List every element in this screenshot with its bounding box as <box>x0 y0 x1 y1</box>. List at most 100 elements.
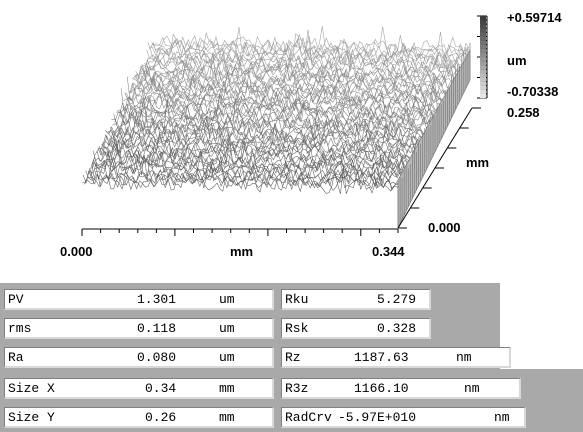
stat-size-x-value: 0.34 <box>145 381 177 396</box>
stat-radcrv-value: -5.97E+010 <box>338 410 417 425</box>
stat-rku-field: Rku 5.279 <box>281 289 431 310</box>
z-scale-swatch <box>480 44 486 49</box>
mesh-line <box>96 139 413 165</box>
z-scale-swatch <box>480 36 486 41</box>
mesh-line <box>95 141 412 169</box>
mesh-line <box>129 71 446 102</box>
stat-ra-name: Ra <box>8 350 24 365</box>
z-scale-swatch <box>480 48 486 53</box>
mesh-line <box>147 35 465 67</box>
z-scale-swatch <box>480 73 486 78</box>
mesh-line <box>153 35 471 56</box>
stat-pv-field: PV 1.301 um <box>4 289 274 310</box>
z-unit-label: um <box>507 53 527 68</box>
side-wall-lines <box>397 42 471 228</box>
stat-radcrv-field: RadCrv -5.97E+010 nm <box>281 407 526 428</box>
stat-size-y-unit: mm <box>219 410 235 425</box>
stat-radcrv-name: RadCrv <box>285 410 332 425</box>
stat-ra-unit: um <box>219 350 235 365</box>
stat-rku-value: 5.279 <box>377 292 417 307</box>
mesh-line <box>92 139 410 172</box>
z-scale-swatch <box>480 65 486 70</box>
stat-size-x-name: Size X <box>8 381 55 396</box>
stat-r3z-name: R3z <box>285 381 309 396</box>
x-axis <box>81 228 399 236</box>
mesh-line <box>137 52 455 86</box>
z-scale-swatch <box>480 57 486 62</box>
stat-rsk-name: Rsk <box>285 321 309 336</box>
surface-3d-plot: +0.59714 um -0.70338 0.258 mm 0.000 0.00… <box>60 10 562 259</box>
mesh-line <box>124 85 441 112</box>
statistics-panel: PV 1.301 um rms 0.118 um Ra 0.080 um Siz… <box>0 283 583 432</box>
y-max-label: 0.258 <box>507 105 540 120</box>
z-scale-swatch <box>480 77 486 82</box>
stat-rsk-value: 0.328 <box>377 321 417 336</box>
mesh-line <box>111 118 428 139</box>
mesh-line <box>86 150 403 186</box>
z-min-label: -0.70338 <box>507 84 558 99</box>
stat-ra-value: 0.080 <box>137 350 177 365</box>
z-scale-swatch <box>480 28 486 33</box>
mesh-line <box>131 69 449 98</box>
mesh-line <box>106 115 423 148</box>
mesh-line <box>120 88 438 119</box>
stat-rz-field: Rz 1187.63 nm <box>281 347 511 368</box>
mesh-line <box>119 98 436 121</box>
stat-size-y-name: Size Y <box>8 410 55 425</box>
mesh-line <box>141 54 459 79</box>
mesh-line <box>139 64 456 83</box>
mesh-line <box>152 26 470 58</box>
stat-pv-unit: um <box>219 292 235 307</box>
x-max-label: 0.344 <box>372 244 405 259</box>
stat-radcrv-unit: nm <box>494 410 510 425</box>
mesh-line <box>135 62 452 90</box>
mesh-line <box>103 124 421 152</box>
z-scale-swatch <box>480 24 486 29</box>
y-axis <box>397 107 481 229</box>
mesh-line <box>89 152 406 181</box>
x-unit-label: mm <box>230 244 253 259</box>
stat-r3z-field: R3z 1166.10 nm <box>281 378 521 399</box>
z-scale-swatch <box>480 52 486 58</box>
z-scale-swatch <box>480 81 486 86</box>
z-scale-swatch <box>480 20 486 25</box>
stat-rku-name: Rku <box>285 292 309 307</box>
y-min-label: 0.000 <box>428 220 461 235</box>
z-scale-bar <box>477 15 488 99</box>
stat-rz-value: 1187.63 <box>354 350 409 365</box>
surface-mesh <box>81 26 471 194</box>
mesh-line <box>82 163 400 192</box>
stat-size-y-value: 0.26 <box>145 410 177 425</box>
stat-rms-field: rms 0.118 um <box>4 318 274 339</box>
stat-rsk-field: Rsk 0.328 <box>281 318 431 339</box>
mesh-line <box>151 32 468 60</box>
stat-rz-unit: nm <box>456 350 472 365</box>
stat-rms-unit: um <box>219 321 235 336</box>
mesh-line <box>118 95 435 124</box>
z-scale-swatch <box>480 89 486 94</box>
mesh-line <box>85 156 402 188</box>
stat-size-y-field: Size Y 0.26 mm <box>4 407 274 428</box>
stat-pv-name: PV <box>8 292 24 307</box>
z-scale-swatch <box>480 61 486 66</box>
stat-ra-field: Ra 0.080 um <box>4 347 274 368</box>
z-scale-swatch <box>480 32 486 37</box>
z-max-label: +0.59714 <box>507 10 562 25</box>
mesh-line <box>142 49 460 77</box>
stat-size-x-field: Size X 0.34 mm <box>4 378 274 399</box>
mesh-line <box>81 165 399 194</box>
mesh-line <box>134 70 451 93</box>
x-min-label: 0.000 <box>60 244 93 259</box>
z-scale-swatch <box>480 40 486 45</box>
z-scale-swatch <box>480 85 486 90</box>
mesh-line <box>128 70 445 106</box>
stat-pv-value: 1.301 <box>137 292 177 307</box>
y-unit-label: mm <box>466 155 489 170</box>
mesh-line <box>117 95 434 126</box>
mesh-line <box>144 54 461 73</box>
z-scale-swatch <box>480 93 486 99</box>
mesh-line <box>150 31 467 62</box>
stat-r3z-unit: nm <box>464 381 480 396</box>
z-scale-swatch <box>480 16 486 21</box>
z-scale-swatch <box>480 69 486 74</box>
